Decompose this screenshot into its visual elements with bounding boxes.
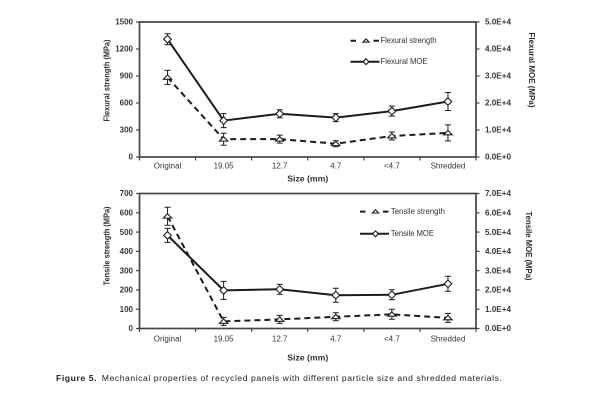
svg-text:3.0E+4: 3.0E+4: [485, 266, 512, 275]
svg-text:1500: 1500: [115, 18, 133, 27]
svg-text:100: 100: [120, 305, 134, 314]
svg-text:2.0E+4: 2.0E+4: [485, 286, 512, 295]
svg-text:5.0E+4: 5.0E+4: [485, 228, 512, 237]
svg-text:19.05: 19.05: [214, 335, 235, 344]
svg-text:0.0E+0: 0.0E+0: [485, 153, 512, 162]
svg-text:4.0E+4: 4.0E+4: [485, 247, 512, 256]
svg-text:Flexural MOE: Flexural MOE: [381, 57, 428, 66]
svg-text:Original: Original: [154, 335, 182, 344]
svg-text:Size (mm): Size (mm): [287, 354, 328, 363]
svg-text:Shredded: Shredded: [431, 162, 466, 171]
svg-text:700: 700: [120, 189, 134, 198]
svg-text:4.7: 4.7: [330, 162, 342, 171]
svg-text:Figure 5.Mechanical properties: Figure 5. Mechanical properties of recycl…: [56, 373, 502, 383]
svg-text:7.0E+4: 7.0E+4: [485, 189, 512, 198]
svg-text:0.0E+0: 0.0E+0: [485, 324, 512, 333]
svg-text:4.0E+4: 4.0E+4: [485, 45, 512, 54]
svg-text:1200: 1200: [115, 45, 133, 54]
svg-text:2.0E+4: 2.0E+4: [485, 99, 512, 108]
svg-text:12.7: 12.7: [272, 162, 288, 171]
svg-text:4.7: 4.7: [330, 335, 342, 344]
svg-text:600: 600: [120, 208, 134, 217]
svg-text:Flexural strength: Flexural strength: [381, 36, 437, 45]
svg-text:<4.7: <4.7: [384, 335, 400, 344]
svg-text:3.0E+4: 3.0E+4: [485, 72, 512, 81]
svg-text:Size (mm): Size (mm): [287, 175, 328, 184]
svg-text:<4.7: <4.7: [384, 162, 400, 171]
svg-text:12.7: 12.7: [272, 335, 288, 344]
svg-text:Tensile strength (MPa): Tensile strength (MPa): [103, 206, 112, 285]
svg-text:Tensile MOE: Tensile MOE: [391, 229, 434, 238]
svg-text:Original: Original: [154, 162, 182, 171]
svg-text:900: 900: [120, 72, 134, 81]
svg-text:Flexural strength (MPa): Flexural strength (MPa): [103, 39, 112, 121]
svg-text:Shredded: Shredded: [431, 335, 466, 344]
svg-text:Tensile strength: Tensile strength: [391, 207, 445, 216]
svg-text:300: 300: [120, 126, 134, 135]
svg-text:19.05: 19.05: [214, 162, 235, 171]
svg-text:Tensile MOE (MPa): Tensile MOE (MPa): [524, 212, 533, 281]
svg-text:6.0E+4: 6.0E+4: [485, 208, 512, 217]
svg-text:0: 0: [129, 153, 134, 162]
svg-text:300: 300: [120, 266, 134, 275]
svg-text:500: 500: [120, 228, 134, 237]
svg-text:1.0E+4: 1.0E+4: [485, 305, 512, 314]
svg-text:1.0E+4: 1.0E+4: [485, 126, 512, 135]
svg-text:600: 600: [120, 99, 134, 108]
svg-text:200: 200: [120, 286, 134, 295]
svg-text:Flexural MOE (MPa): Flexural MOE (MPa): [527, 33, 536, 108]
svg-text:0: 0: [129, 324, 134, 333]
svg-text:5.0E+4: 5.0E+4: [485, 18, 512, 27]
svg-text:400: 400: [120, 247, 134, 256]
